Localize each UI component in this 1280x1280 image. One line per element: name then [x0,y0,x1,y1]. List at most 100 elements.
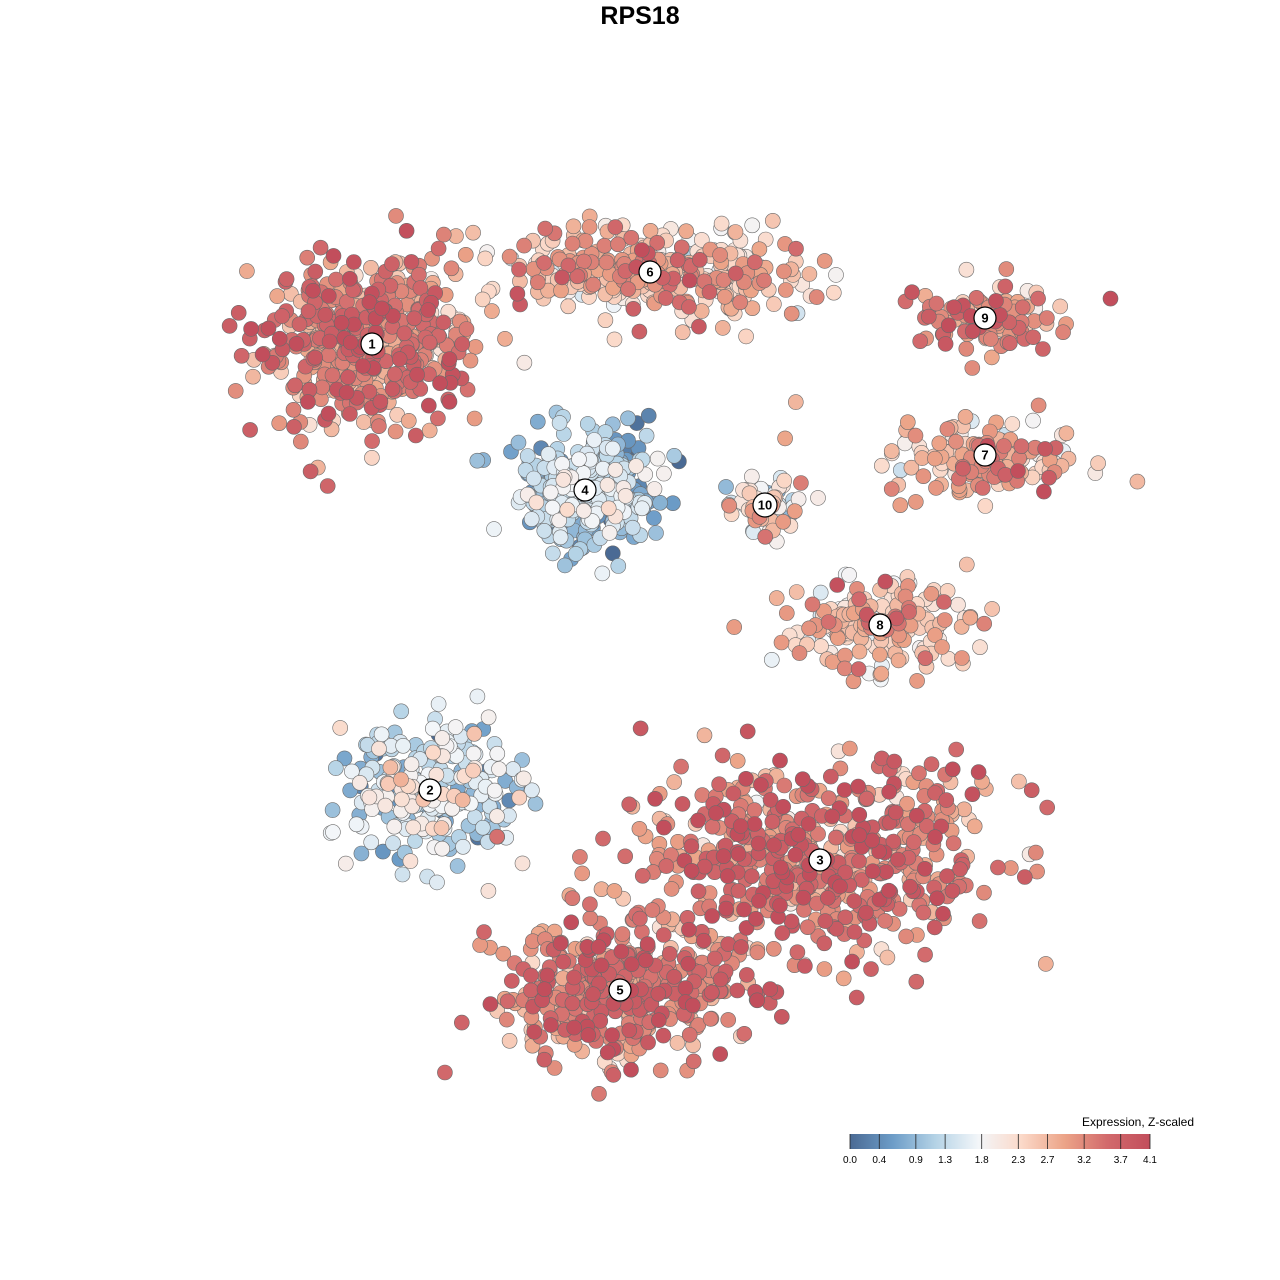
cell-point [361,294,378,311]
legend-tick-label: 2.7 [1041,1155,1055,1166]
cell-point [795,889,812,906]
cell-point [955,460,971,477]
cell-point [605,1067,622,1083]
cell-point [320,288,337,304]
cluster-label-badge [638,260,662,284]
cell-point [384,256,400,272]
cell-point [695,932,712,949]
cell-point [738,967,755,983]
cell-point [996,438,1012,454]
cell-point [402,853,419,869]
cell-point [825,284,842,301]
cell-point [830,630,846,646]
cell-point [466,725,483,742]
cell-point [713,215,730,232]
cell-point [582,896,598,913]
cell-point [639,936,656,952]
cell-point [433,820,450,836]
cell-point [559,501,576,518]
cell-point [453,1014,470,1031]
cell-point [788,584,805,600]
cell-point [288,335,305,352]
cell-point [601,525,618,541]
cell-point [885,833,902,850]
cluster-label-4: 4 [573,478,597,502]
cell-point [449,858,466,874]
cell-point [544,545,561,562]
cell-point [711,776,727,793]
legend-tick-label: 3.2 [1077,1155,1091,1166]
cell-point [406,310,423,327]
cell-point [557,557,573,574]
cell-point [499,993,516,1010]
cell-point [372,393,389,410]
cell-point [269,288,286,304]
cell-point [704,818,721,835]
cell-point [424,720,441,737]
cell-point [772,897,788,914]
cell-point [777,430,793,447]
cell-point [388,208,404,224]
cell-point [307,263,324,280]
cell-point [412,280,429,296]
cell-point [476,924,492,940]
legend-ticks: 0.0 0.4 0.9 1.3 1.8 2.3 2.7 3.2 3.7 4.1 [843,1134,1157,1166]
cell-point [555,471,572,488]
cell-point [763,651,780,668]
cell-point [623,230,640,246]
cell-point [584,513,601,529]
cluster-label-2: 2 [418,778,442,802]
cell-point [681,921,697,938]
cell-point [738,328,754,345]
cell-point [474,291,491,308]
cell-point [964,360,981,376]
cell-point [623,1061,639,1078]
cell-point [915,904,932,921]
cell-point [730,883,747,899]
cell-point [497,330,513,347]
cell-point [746,254,763,271]
cell-point [567,546,584,562]
cell-point [516,354,533,371]
cell-point [764,813,781,830]
cell-point [606,331,623,348]
cell-point [939,868,955,884]
cell-point [712,1046,729,1062]
legend-tick-label: 1.8 [975,1155,989,1166]
cell-point [822,768,839,785]
cell-point [327,760,344,776]
cell-point [576,253,592,270]
cell-point [227,383,244,399]
cluster-label-6: 6 [638,260,662,284]
cell-point [592,1013,609,1029]
cell-point [1041,469,1057,486]
cell-point [1035,341,1051,357]
cluster-label-text: 7 [981,448,988,463]
cell-point [254,346,271,363]
cell-point [482,996,499,1012]
cell-point [848,989,865,1006]
cell-point [702,1011,719,1027]
cell-point [890,851,906,868]
cell-point [529,413,546,430]
cell-point [810,826,826,842]
cell-point [325,824,341,840]
cell-point [628,458,644,474]
cell-point [819,890,836,906]
cell-point [988,293,1004,309]
cell-point [824,654,841,670]
cell-point [454,336,471,352]
cell-point [927,627,943,643]
cell-point [762,792,779,808]
cell-point [586,432,603,448]
cell-point [886,753,903,770]
cell-point [902,878,918,895]
cell-point [543,1017,559,1033]
cell-point [384,381,401,397]
cell-point [726,619,743,635]
cell-point [503,973,520,989]
cell-point [604,440,621,457]
cell-point [871,646,888,663]
legend-tick-label: 1.3 [938,1155,952,1166]
cluster-label-text: 9 [981,311,988,326]
